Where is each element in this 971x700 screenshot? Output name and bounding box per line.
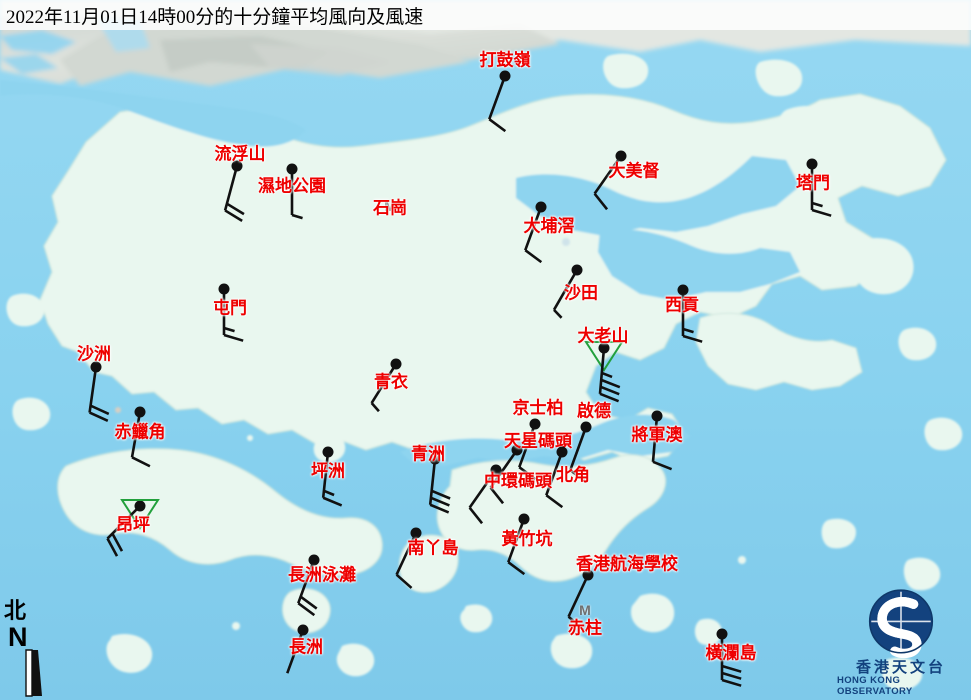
station-dot[interactable]	[582, 569, 594, 581]
station-dot[interactable]	[410, 527, 422, 539]
logo-text-cn: 香港天文台	[855, 659, 946, 676]
station-dot[interactable]	[518, 513, 530, 525]
station-dot[interactable]	[615, 150, 627, 162]
north-arrow-icon	[25, 649, 42, 697]
station-dot[interactable]	[429, 453, 441, 465]
station-dot[interactable]	[322, 446, 334, 458]
station-dot[interactable]	[716, 628, 728, 640]
hko-logo-icon	[868, 589, 934, 658]
station-dot[interactable]	[677, 284, 689, 296]
station-dot[interactable]	[511, 444, 523, 456]
station-dot[interactable]	[490, 464, 502, 476]
strong-wind-marker-icon	[120, 499, 160, 530]
station-dot[interactable]	[529, 418, 541, 430]
station-dot[interactable]	[580, 421, 592, 433]
hk-landmass	[0, 53, 963, 691]
station-dot[interactable]	[134, 406, 146, 418]
missing-data-marker: M	[579, 602, 591, 618]
station-dot[interactable]	[297, 624, 309, 636]
missing-data-marker: M	[384, 198, 396, 214]
station-dot[interactable]	[651, 410, 663, 422]
station-dot[interactable]	[308, 554, 320, 566]
station-dot[interactable]	[556, 446, 568, 458]
station-dot[interactable]	[571, 264, 583, 276]
station-dot[interactable]	[90, 361, 102, 373]
station-dot[interactable]	[390, 358, 402, 370]
hko-logo: 香港天文台 HONG KONG OBSERVATORY	[837, 586, 965, 698]
compass-rose: 北 N	[2, 596, 72, 698]
station-dot[interactable]	[286, 163, 298, 175]
compass-label-cn: 北	[4, 598, 26, 623]
station-dot[interactable]	[499, 70, 511, 82]
page-title: 2022年11月01日14時00分的十分鐘平均風向及風速	[6, 6, 424, 28]
station-dot[interactable]	[535, 201, 547, 213]
logo-text-en: HONG KONG OBSERVATORY	[837, 675, 913, 698]
station-dot[interactable]	[806, 158, 818, 170]
compass-label-en: N	[8, 622, 28, 652]
station-dot[interactable]	[231, 160, 243, 172]
strong-wind-marker-icon	[584, 341, 624, 372]
title-bar: 2022年11月01日14時00分的十分鐘平均風向及風速	[0, 0, 971, 30]
station-dot[interactable]	[218, 283, 230, 295]
